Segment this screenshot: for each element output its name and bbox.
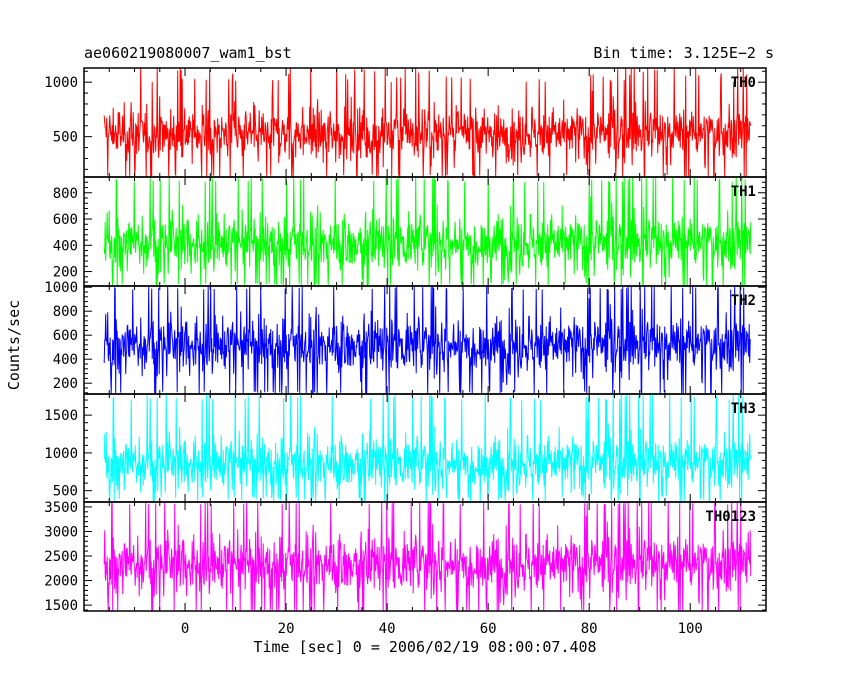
y-tick-label: 200 (53, 265, 78, 281)
x-tick-label: 20 (278, 621, 295, 637)
x-tick-label: 60 (480, 621, 497, 637)
x-tick-label: 0 (181, 621, 189, 637)
y-tick-label: 2500 (44, 549, 78, 565)
y-tick-label: 1000 (44, 75, 78, 91)
x-tick-label: 80 (581, 621, 598, 637)
panel-label: TH1 (731, 184, 756, 200)
light-curve-th0123 (103, 502, 752, 611)
bin-time-label: Bin time: 3.125E−2 s (593, 44, 774, 62)
y-tick-label: 400 (53, 352, 78, 368)
x-tick-label: 100 (678, 621, 703, 637)
light-curve-th0 (103, 68, 752, 177)
y-tick-label: 1500 (44, 408, 78, 424)
y-tick-label: 1000 (44, 446, 78, 462)
panel-label: TH0123 (705, 509, 756, 525)
y-tick-label: 400 (53, 238, 78, 254)
y-tick-label: 800 (53, 186, 78, 202)
y-tick-label: 3000 (44, 524, 78, 540)
panel-label: TH3 (731, 401, 756, 417)
x-axis-label: Time [sec] 0 = 2006/02/19 08:00:07.408 (253, 638, 597, 656)
panel-th1: 200 400 600 800 TH1 (53, 176, 767, 287)
y-tick-label: 500 (53, 484, 78, 500)
panel-label: TH0 (731, 75, 756, 91)
light-curve-th2 (103, 286, 752, 394)
panel-th0123: 1500 2000 2500 3000 3500 TH0123 (44, 500, 767, 614)
panel-th3: 500 1000 1500 TH3 (44, 393, 767, 503)
y-tick-label: 1000 (44, 280, 78, 296)
y-tick-label: 200 (53, 376, 78, 392)
panel-label: TH2 (731, 293, 756, 309)
panel-th2: 200 400 600 800 1000 TH2 (44, 280, 767, 395)
y-tick-label: 600 (53, 212, 78, 228)
y-tick-label: 500 (53, 130, 78, 146)
light-curve-th3 (103, 394, 752, 502)
y-tick-label: 2000 (44, 574, 78, 590)
plot-title: ae060219080007_wam1_bst (84, 44, 292, 62)
y-tick-label: 600 (53, 328, 78, 344)
y-tick-label: 3500 (44, 500, 78, 516)
x-tick-label: 40 (379, 621, 396, 637)
y-tick-label: 1500 (44, 598, 78, 614)
light-curve-th1 (103, 177, 752, 286)
y-tick-label: 800 (53, 304, 78, 320)
panel-th0: 500 1000 TH0 (44, 67, 767, 178)
